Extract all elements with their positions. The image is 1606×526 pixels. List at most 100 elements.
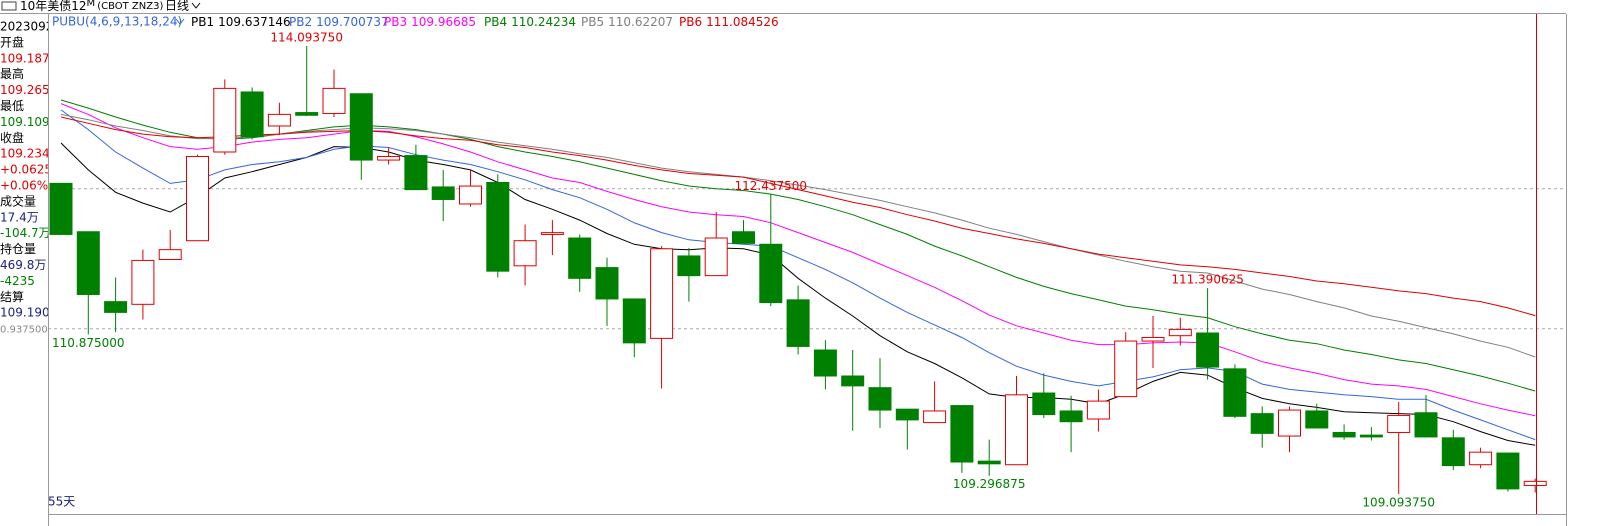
period-chevron[interactable]: [191, 2, 201, 9]
indicator-name[interactable]: PUBU(4,6,9,13,18,24): [52, 15, 182, 29]
candle-body: [1223, 368, 1247, 417]
candle-body: [540, 232, 564, 235]
candle-body: [1387, 414, 1411, 433]
plot-area: 114.093750 112.437500 111.390625 110.875000…: [49, 30, 1566, 509]
legend-value: 109.637146: [218, 15, 291, 29]
candle-body: [759, 243, 783, 304]
info-item: 109.1093: [0, 115, 57, 129]
indicator-line: [60, 116, 1536, 317]
candle-body: [950, 405, 974, 463]
info-item: 成交量: [0, 193, 36, 208]
annotation: 111.390625: [1171, 273, 1244, 287]
candle-body: [486, 181, 510, 272]
indicator-line: [60, 103, 1536, 417]
candle-body: [1496, 452, 1520, 490]
candle-body: [213, 87, 237, 153]
info-item: 469.8万: [0, 258, 46, 272]
candle-body: [76, 231, 100, 295]
indicator-line: [60, 99, 1536, 392]
indicator-line: [60, 113, 1536, 358]
annotation: 109.296875: [953, 477, 1026, 491]
symbol-code: (CBOT ZNZ3): [97, 1, 163, 12]
candle-body: [1086, 400, 1110, 420]
indicator-line: [60, 109, 1536, 441]
info-item: +0.0625: [0, 163, 52, 177]
candle-body: [513, 240, 537, 267]
candle-body: [1523, 480, 1547, 487]
info-item: -4235: [0, 274, 35, 288]
y-tick-label: 0.937500: [0, 325, 48, 336]
candle-body: [1032, 392, 1056, 416]
candle-body: [1469, 451, 1493, 466]
candle-body: [1441, 437, 1465, 467]
legend-name: PB3: [384, 15, 407, 29]
legend-name: PB5: [581, 15, 604, 29]
symbol[interactable]: 10年美债12M (CBOT ZNZ3): [20, 0, 163, 13]
annotation: 112.437500: [735, 179, 808, 193]
candle-body: [595, 267, 619, 300]
candle-body: [404, 155, 428, 191]
legend-entry: PB6 111.084526: [679, 15, 779, 29]
legend-name: PB2: [289, 15, 312, 29]
legend-entry: PB4 110.24234: [484, 15, 576, 29]
candle-body: [1005, 394, 1028, 466]
candle-body: [868, 387, 892, 411]
candle-body: [1414, 412, 1438, 438]
candle-body: [1114, 340, 1138, 398]
candle-body: [977, 460, 1001, 465]
candle-body: [322, 87, 346, 114]
candle-body: [431, 186, 455, 200]
candle-body: [677, 255, 701, 277]
candle-body: [377, 155, 401, 161]
candle-body: [1196, 332, 1220, 368]
candle-body: [1250, 413, 1274, 434]
info-item: 17.4万: [0, 210, 39, 224]
candle-body: [895, 408, 919, 421]
annotation: 110.875000: [52, 336, 125, 350]
candle-body: [158, 249, 182, 261]
info-item: 最低: [0, 99, 24, 113]
info-item: -104.7万: [0, 226, 51, 240]
candle-body: [104, 301, 128, 313]
candle-body: [459, 185, 482, 205]
info-item: 109.2656: [0, 83, 57, 97]
legend-value: 109.700737: [316, 15, 389, 29]
candle-body: [1278, 409, 1301, 437]
period-select[interactable]: 日线: [165, 0, 189, 13]
candle-body: [1305, 410, 1329, 429]
candle-body: [240, 91, 264, 138]
info-item: +0.06%: [0, 179, 48, 193]
symbol-sup: M: [87, 0, 96, 9]
legend-entry: PB1 109.637146: [191, 15, 291, 29]
candle-body: [1059, 410, 1083, 423]
info-item: 结算: [0, 289, 24, 304]
info-item: 109.1875: [0, 51, 57, 65]
toolbar-icon: [1, 1, 17, 11]
indicator-chevron[interactable]: [175, 18, 185, 25]
candle-body: [650, 248, 674, 339]
candle-body: [1332, 431, 1356, 438]
candle-body: [568, 237, 592, 279]
candle-body: [1359, 434, 1383, 438]
candle-body: [295, 112, 319, 116]
legend-name: PB4: [484, 15, 507, 29]
candle-body: [923, 410, 947, 424]
info-item: 109.1906: [0, 306, 57, 320]
candle-body: [622, 298, 646, 344]
legend-value: 111.084526: [706, 15, 779, 29]
candle-body: [732, 231, 755, 244]
candle-body: [1168, 328, 1192, 337]
annotation: 114.093750: [270, 30, 343, 44]
candle-body: [49, 182, 73, 235]
annotation: 109.093750: [1362, 495, 1435, 509]
legend-name: PB6: [679, 15, 702, 29]
info-item: 开盘: [0, 34, 24, 49]
legend-name: PB1: [191, 15, 214, 29]
candle-body: [349, 93, 373, 161]
info-item: 收盘: [0, 130, 24, 145]
legend-value: 110.62207: [608, 15, 673, 29]
legend-value: 109.96685: [411, 15, 476, 29]
